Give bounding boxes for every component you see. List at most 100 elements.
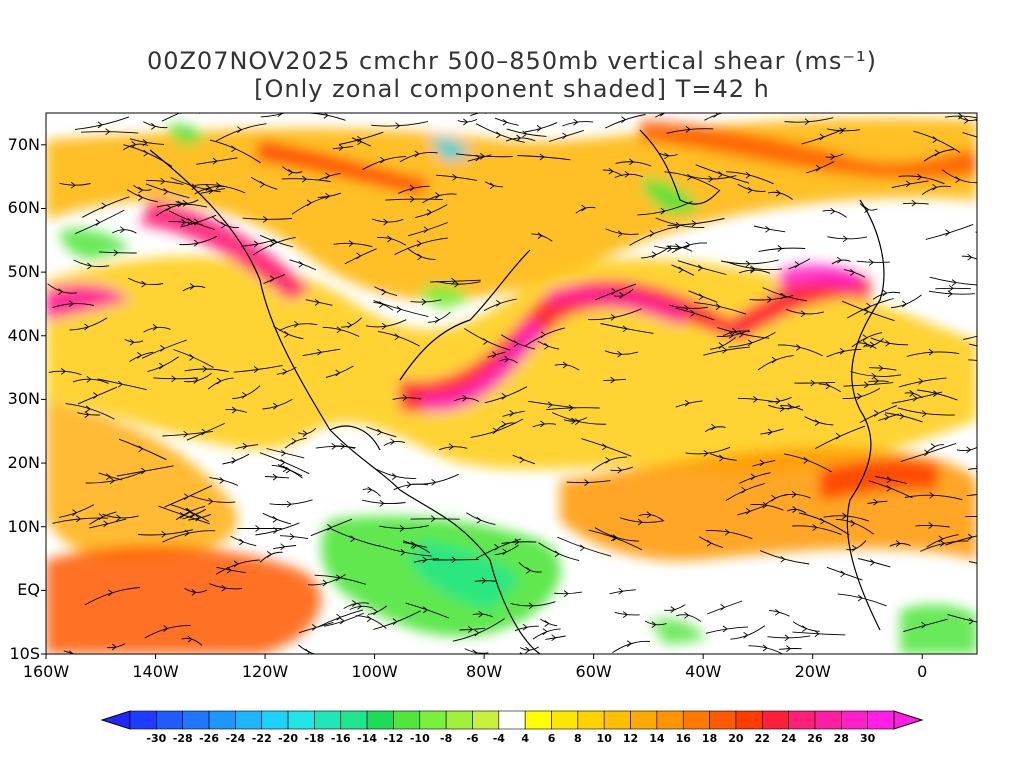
streamline-arrow: [377, 428, 383, 436]
streamline-arrow: [708, 175, 714, 183]
colorbar-label: -12: [383, 732, 404, 745]
streamline-arrow: [272, 516, 278, 523]
lat-label: EQ: [17, 580, 40, 600]
streamline-arrow: [367, 486, 373, 494]
streamline-arrow: [231, 457, 237, 464]
streamline-arrow: [750, 265, 756, 273]
streamline-arrow: [851, 544, 857, 552]
streamline-arrow: [273, 402, 279, 410]
streamline-arrow: [612, 534, 618, 542]
colorbar-cell: [603, 710, 631, 730]
streamline-arrow: [267, 551, 273, 558]
lat-label: 10S: [9, 644, 40, 663]
lon-label: 40W: [685, 662, 722, 681]
streamline-arrow: [289, 533, 295, 541]
streamline-arrow: [745, 171, 751, 179]
streamline-arrow: [803, 457, 809, 464]
colorbar-cell: [761, 710, 789, 730]
streamline-arrow: [720, 603, 726, 611]
streamline-arrow: [618, 587, 624, 595]
colorbar-label: 26: [807, 732, 823, 745]
streamline-arrow: [241, 391, 247, 399]
streamline-arrow: [129, 338, 135, 346]
streamline-arrow: [336, 613, 342, 621]
streamline-arrow: [392, 618, 398, 625]
colorbar-cell: [340, 710, 368, 730]
streamline-arrow: [934, 149, 940, 157]
colorbar-label: -22: [251, 732, 272, 745]
streamline-arrow: [103, 520, 109, 528]
streamline-arrow: [212, 157, 218, 165]
streamline-arrow: [864, 381, 870, 389]
streamline-arrow: [58, 288, 64, 296]
streamline-arrow: [381, 322, 387, 330]
colorbar-cell: [208, 710, 236, 730]
streamline-arrow: [885, 339, 891, 347]
streamline-arrow: [430, 515, 436, 523]
streamline-arrow: [691, 220, 697, 227]
streamline-arrow: [774, 608, 780, 616]
colorbar-label: -18: [304, 732, 325, 745]
streamline-arrow: [451, 556, 457, 564]
streamline-arrow: [373, 608, 379, 616]
colorbar-label: -24: [225, 732, 246, 745]
streamline-arrow: [728, 332, 734, 339]
streamline: [968, 359, 977, 361]
streamline-arrow: [621, 116, 627, 123]
streamline-arrow: [138, 194, 144, 201]
streamline-arrow: [917, 173, 923, 181]
streamline-arrow: [68, 300, 74, 308]
streamline-arrow: [777, 245, 783, 252]
streamline-arrow: [481, 577, 487, 585]
lon-label: 20W: [794, 662, 831, 681]
wind-streamlines: [47, 113, 977, 654]
streamline-arrow: [933, 390, 939, 397]
streamline-arrow: [911, 199, 917, 207]
streamline-arrow: [380, 156, 386, 164]
streamline-arrow: [387, 235, 393, 243]
streamline-arrow: [195, 514, 201, 522]
streamline-arrow: [97, 121, 103, 129]
streamline-arrow: [137, 352, 143, 359]
streamline-arrow: [381, 288, 387, 296]
streamline-arrow: [417, 253, 423, 261]
streamline-arrow: [899, 412, 905, 420]
streamline-arrow: [868, 259, 874, 266]
streamline-arrow: [269, 240, 275, 247]
colorbar-label: 4: [521, 732, 529, 745]
streamline-arrow: [468, 626, 474, 633]
streamline-arrow: [921, 410, 927, 418]
colorbar-label: -4: [492, 732, 505, 745]
streamline-arrow: [850, 520, 856, 527]
colorbar-cell: [419, 710, 447, 730]
streamline-arrow: [298, 260, 304, 268]
streamline-arrow: [280, 543, 286, 551]
streamline: [161, 113, 181, 122]
lat-label: 40N: [7, 325, 40, 345]
streamline-arrow: [454, 280, 460, 288]
streamline-arrow: [423, 226, 429, 234]
streamline-arrow: [551, 634, 557, 642]
streamline-arrow: [622, 611, 628, 618]
streamline-arrow: [60, 368, 66, 375]
streamline-arrow: [108, 589, 114, 597]
streamline-arrow: [215, 182, 221, 189]
streamline-arrow: [516, 134, 522, 142]
streamline: [968, 468, 977, 470]
streamline-arrow: [771, 356, 777, 364]
streamline-arrow: [884, 413, 890, 421]
streamline-arrow: [812, 524, 818, 531]
streamline-arrow: [422, 606, 428, 614]
streamline-arrow: [514, 538, 520, 546]
streamline-arrow: [399, 525, 405, 532]
streamline-arrow: [905, 180, 911, 188]
streamline-arrow: [802, 625, 808, 632]
streamline-arrow: [924, 449, 930, 457]
streamline: [470, 113, 481, 117]
streamline-arrow: [839, 127, 845, 135]
streamline-arrow: [325, 172, 331, 180]
streamline-arrow: [502, 118, 508, 126]
streamline-arrow: [179, 511, 185, 519]
streamline-arrow: [637, 518, 643, 526]
streamline-arrow: [317, 348, 323, 356]
